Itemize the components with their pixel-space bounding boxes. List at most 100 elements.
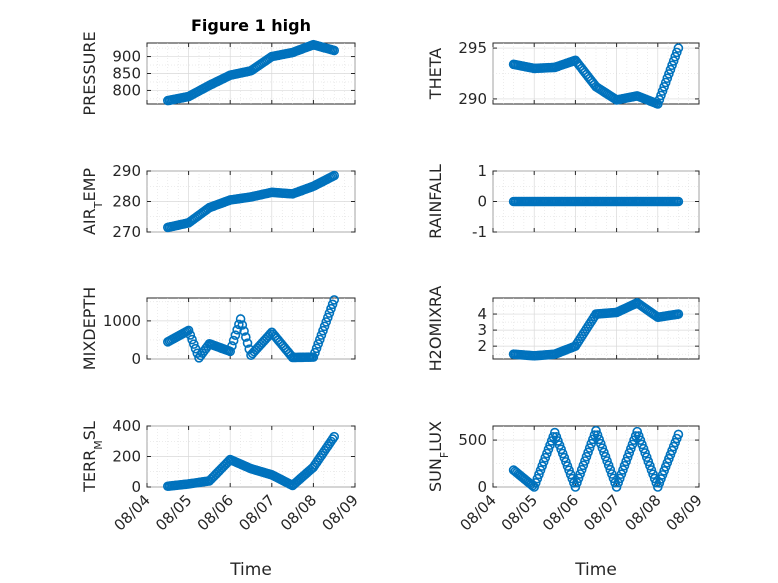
data-point <box>646 465 657 475</box>
data-point <box>581 451 592 462</box>
series-markers <box>508 196 684 207</box>
series-markers <box>163 295 340 363</box>
data-point <box>242 338 253 348</box>
data-point <box>621 456 631 467</box>
data-point <box>668 56 679 66</box>
data-point <box>225 346 235 357</box>
ytick-label: 200 <box>112 448 141 466</box>
data-point <box>657 86 668 96</box>
data-point <box>311 343 322 354</box>
data-point <box>535 465 546 476</box>
data-point <box>645 460 655 471</box>
ytick-label: 0 <box>477 478 487 496</box>
data-point <box>190 343 201 354</box>
chart-title: Figure 1 high <box>191 16 311 35</box>
ytick-label: 0 <box>477 193 487 211</box>
subplot-h2omixra: 234 H2OMIXRA <box>426 286 700 371</box>
data-point <box>637 439 647 450</box>
xtick-label: 08/05 <box>498 491 541 534</box>
data-point <box>545 440 555 450</box>
data-point <box>640 448 650 458</box>
data-point <box>602 456 612 466</box>
data-point <box>532 473 543 484</box>
data-point <box>595 438 606 449</box>
xtick-label: 08/04 <box>457 491 500 534</box>
data-point <box>648 469 658 480</box>
data-point <box>318 325 328 336</box>
data-point <box>230 330 241 340</box>
data-point <box>643 456 654 467</box>
data-point <box>652 99 663 109</box>
subplot-rainfall: -1 0 1 RAINFALL <box>426 162 700 241</box>
data-point <box>673 43 684 53</box>
data-point <box>189 339 199 349</box>
data-point <box>616 469 627 480</box>
data-point <box>591 425 601 436</box>
xtick-label: 08/06 <box>539 491 582 534</box>
data-point <box>327 299 338 310</box>
data-point <box>322 312 333 323</box>
series-markers <box>163 170 340 233</box>
ytick-label: 1 <box>477 162 487 180</box>
data-point <box>660 77 671 88</box>
data-point <box>187 334 197 345</box>
data-point <box>554 440 565 450</box>
ytick-label: 290 <box>112 162 141 180</box>
data-point <box>600 451 611 462</box>
ylabel-terr-msl: TERRMSL <box>80 421 105 493</box>
data-point <box>329 295 340 305</box>
data-point <box>559 452 570 463</box>
data-point <box>654 94 665 105</box>
data-point <box>562 461 573 471</box>
xlabel: Time <box>574 560 617 580</box>
xtick-label: 08/09 <box>663 491 706 534</box>
xtick-label: 08/08 <box>621 491 664 534</box>
data-point <box>237 320 248 330</box>
ytick-label: 2 <box>477 337 487 355</box>
ytick-label: 0 <box>131 478 141 496</box>
data-point <box>185 330 196 340</box>
data-point <box>557 448 568 459</box>
data-point <box>530 478 541 488</box>
data-point <box>529 482 540 492</box>
grid <box>146 298 356 360</box>
series-markers <box>508 425 684 492</box>
ylabel-air-temp: AIRTEMP <box>80 168 105 235</box>
data-point <box>673 196 684 207</box>
ytick-label: 0 <box>131 350 141 368</box>
data-point <box>665 64 676 75</box>
ytick-label: -1 <box>472 223 487 241</box>
ylabel-rainfall: RAINFALL <box>426 164 445 239</box>
data-point <box>626 443 636 454</box>
ytick-label: 800 <box>112 81 141 99</box>
data-point <box>241 332 251 342</box>
ytick-label: 3 <box>477 321 487 339</box>
data-point <box>534 469 544 480</box>
data-point <box>549 427 560 438</box>
ylabel-sun-flux: SUNFLUX <box>426 421 451 492</box>
grid <box>492 298 700 359</box>
ylabel-pressure: PRESSURE <box>80 31 99 115</box>
data-point <box>603 460 614 471</box>
xtick-label: 08/05 <box>152 491 195 534</box>
data-point <box>656 90 666 101</box>
xtick-label: 08/08 <box>277 491 320 534</box>
data-point <box>329 45 340 56</box>
series-markers <box>163 431 340 492</box>
ytick-label: 4 <box>477 305 487 323</box>
data-point <box>564 465 574 476</box>
data-point <box>329 431 340 442</box>
ytick-label: 400 <box>112 417 141 435</box>
data-point <box>556 444 566 455</box>
ytick-label: 1000 <box>103 312 141 330</box>
data-point <box>627 439 638 450</box>
data-point <box>578 460 589 471</box>
data-point <box>310 347 320 358</box>
data-point <box>599 447 609 458</box>
data-point <box>633 431 644 441</box>
